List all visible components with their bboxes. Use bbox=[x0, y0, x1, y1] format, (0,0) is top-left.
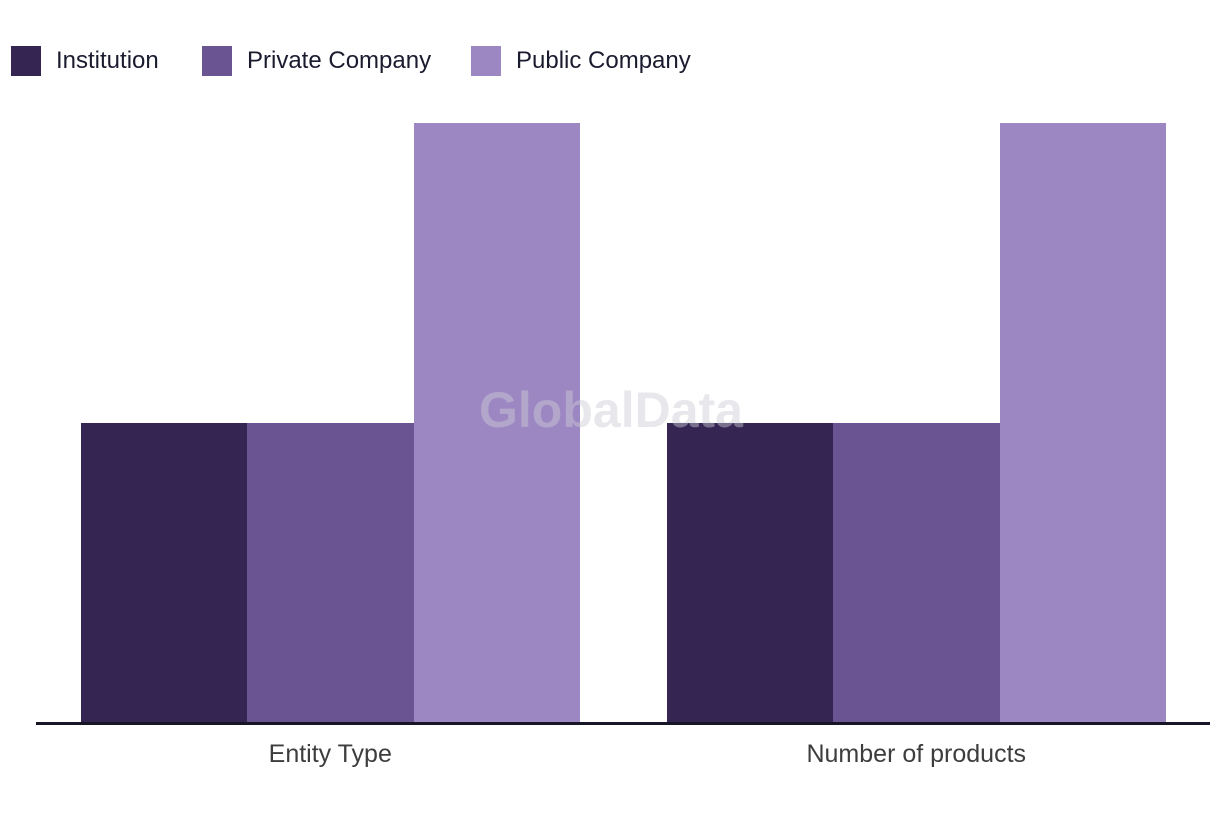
bar-public-company-entity-type[interactable] bbox=[413, 123, 580, 722]
legend-item-private-company[interactable]: Private Company bbox=[202, 46, 431, 76]
legend-label-private-company: Private Company bbox=[247, 47, 432, 74]
legend-item-institution[interactable]: Institution bbox=[11, 46, 159, 76]
bar-public-company-number-of-products[interactable] bbox=[999, 123, 1166, 722]
x-axis-label-number-of-products: Number of products bbox=[806, 740, 1027, 768]
legend-swatch-institution bbox=[11, 46, 41, 76]
bar-institution-entity-type[interactable] bbox=[80, 422, 247, 722]
bar-institution-number-of-products[interactable] bbox=[666, 422, 833, 722]
legend-swatch-public-company bbox=[471, 46, 501, 76]
legend-label-public-company: Public Company bbox=[516, 47, 691, 74]
bar-private-company-number-of-products[interactable] bbox=[833, 422, 1000, 722]
x-axis-label-entity-type: Entity Type bbox=[268, 740, 392, 768]
x-axis-line bbox=[36, 722, 1210, 725]
legend-label-institution: Institution bbox=[56, 47, 159, 74]
legend-item-public-company[interactable]: Public Company bbox=[471, 46, 691, 76]
legend-swatch-private-company bbox=[202, 46, 232, 76]
bar-private-company-entity-type[interactable] bbox=[247, 422, 414, 722]
